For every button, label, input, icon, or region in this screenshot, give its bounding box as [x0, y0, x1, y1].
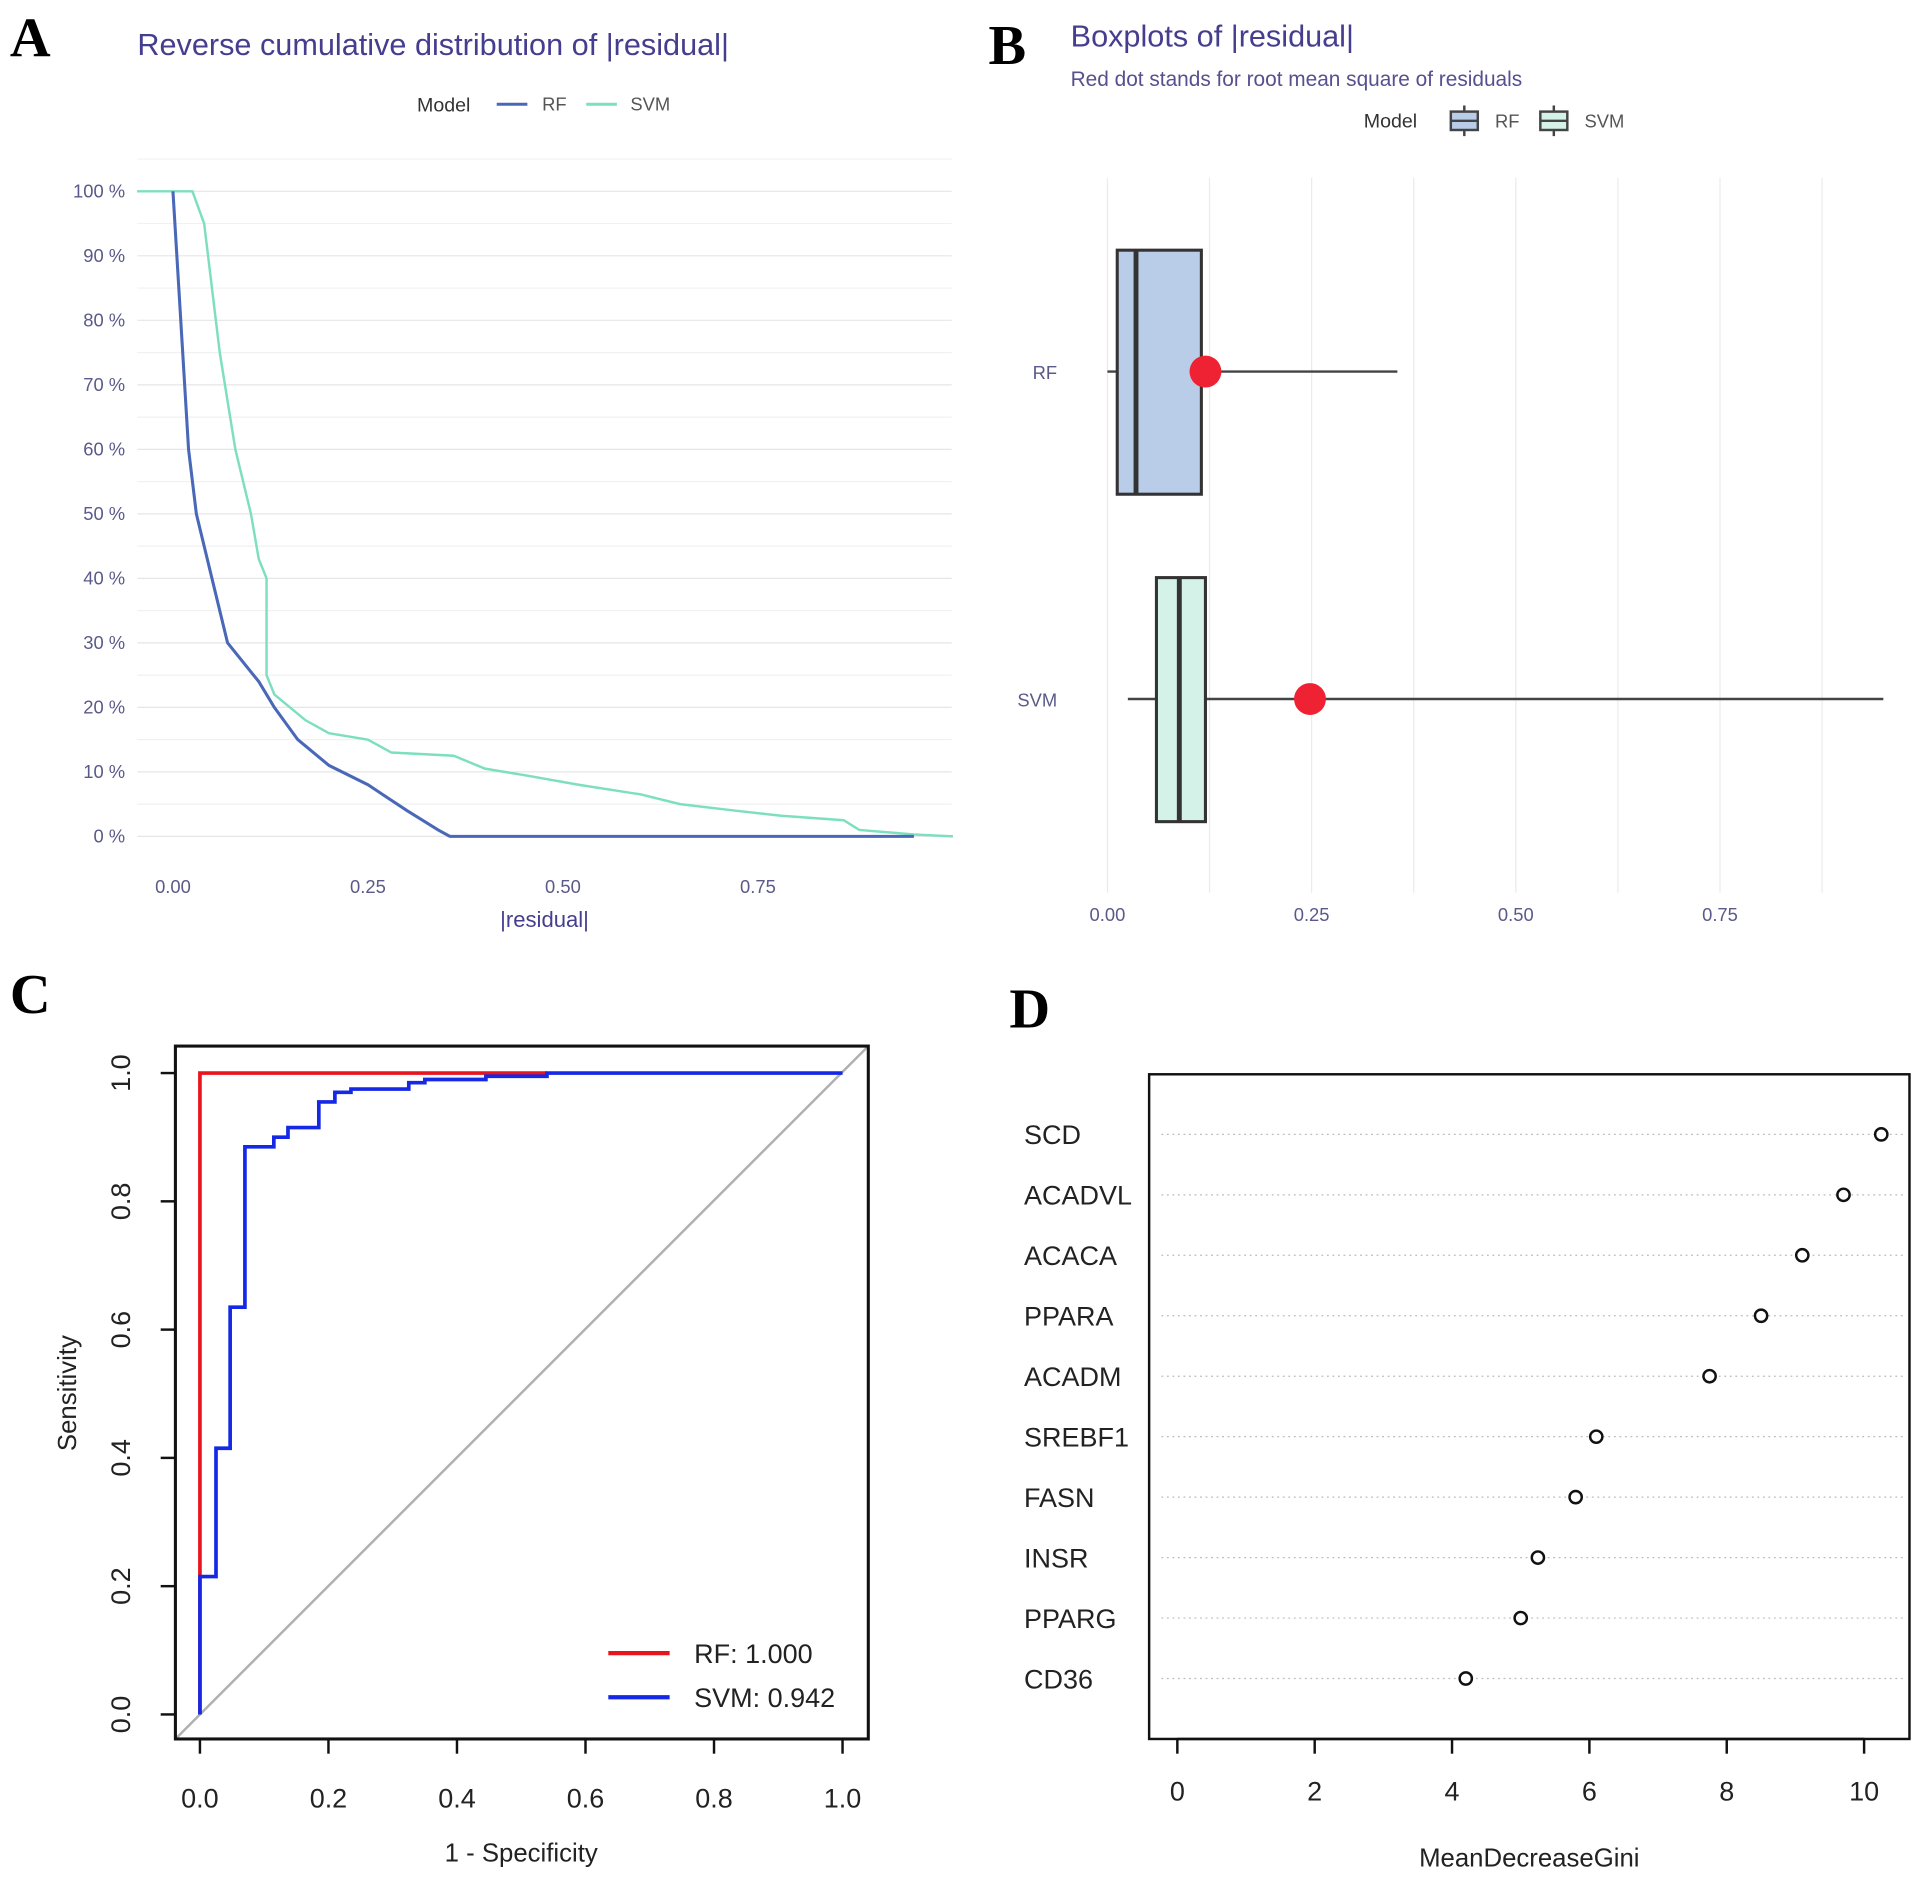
- panel-a-reverse-cdf: Reverse cumulative distribution of |resi…: [73, 28, 953, 932]
- box-rf: [1115, 248, 1203, 496]
- importance-point: [1588, 1429, 1604, 1445]
- panel-c-x-label: 1 - Specificity: [445, 1840, 598, 1868]
- x-tick-label: 0.00: [1090, 904, 1126, 925]
- panel-a-legend-title: Model: [417, 95, 470, 117]
- y-tick-label: 0 %: [93, 826, 125, 847]
- gene-label: ACACA: [1024, 1241, 1117, 1271]
- importance-point: [1702, 1368, 1717, 1384]
- x-tick-label: 0.6: [567, 1784, 605, 1814]
- panel-a-legend-svm: SVM: [630, 93, 670, 114]
- panel-b-legend-title: Model: [1364, 111, 1417, 133]
- panel-b-subtitle: Red dot stands for root mean square of r…: [1071, 68, 1523, 91]
- x-tick-label: 0.4: [438, 1784, 476, 1814]
- importance-point: [1873, 1127, 1889, 1142]
- panel-label-b: B: [988, 15, 1026, 77]
- panel-label-a: A: [10, 7, 51, 69]
- y-tick-label: 0.4: [106, 1439, 136, 1477]
- gene-label: SREBF1: [1024, 1422, 1129, 1452]
- x-tick-label: 0.25: [350, 876, 386, 897]
- x-tick-label: 0: [1170, 1776, 1185, 1806]
- x-tick-label: 8: [1719, 1776, 1734, 1806]
- x-tick-label: 0.50: [545, 876, 581, 897]
- y-tick-label: 0.8: [106, 1183, 136, 1221]
- y-tick-label: 1.0: [106, 1054, 136, 1092]
- panel-a-legend-rf: RF: [542, 93, 567, 114]
- plot-frame: [1147, 1073, 1911, 1741]
- y-tick-label: 40 %: [83, 567, 125, 588]
- y-tick-label: 90 %: [83, 245, 125, 266]
- x-tick-label: 0.00: [155, 876, 191, 897]
- panel-c-roc: 0.0 0.2 0.4 0.6 0.8 1.0 0.0 0.2 0.4 0.6 0.8 1.0 1 -…: [54, 1044, 870, 1868]
- y-tick-label: 10 %: [83, 761, 125, 782]
- x-tick-label: 0.75: [740, 876, 776, 897]
- roc-curve-rf: [198, 1071, 547, 1715]
- x-tick-label: 0.8: [695, 1784, 732, 1814]
- gene-label: SCD: [1024, 1120, 1081, 1150]
- gene-label: CD36: [1024, 1664, 1093, 1694]
- series-line-svm: [137, 190, 953, 838]
- panel-label-d: D: [1009, 979, 1050, 1041]
- y-tick-label: 50 %: [83, 503, 125, 524]
- panel-c-y-label: Sensitivity: [54, 1335, 82, 1451]
- y-tick-label: RF: [1033, 362, 1057, 383]
- y-tick-label: 20 %: [83, 696, 125, 717]
- rms-dot-svm: [1294, 683, 1326, 715]
- y-tick-label: 0.2: [106, 1567, 136, 1604]
- y-tick-label: 70 %: [83, 374, 125, 395]
- panel-a-title: Reverse cumulative distribution of |resi…: [137, 28, 729, 62]
- y-tick-label: 80 %: [83, 309, 125, 330]
- diagonal-reference-line: [174, 1045, 870, 1740]
- panel-c-legend-svm: SVM: 0.942: [694, 1683, 835, 1713]
- panel-d-x-label: MeanDecreaseGini: [1419, 1845, 1639, 1873]
- y-tick-label: 0.0: [106, 1696, 136, 1733]
- importance-point: [1513, 1610, 1529, 1626]
- importance-point: [1458, 1671, 1474, 1686]
- gene-label: PPARA: [1024, 1302, 1113, 1332]
- x-tick-label: 10: [1849, 1776, 1879, 1806]
- x-tick-label: 4: [1445, 1776, 1460, 1806]
- panel-a-x-label: |residual|: [500, 907, 589, 932]
- roc-curve-svm: [198, 1071, 843, 1715]
- x-tick-label: 2: [1307, 1776, 1322, 1806]
- x-tick-label: 6: [1582, 1776, 1597, 1806]
- panel-c-legend-rf: RF: 1.000: [694, 1639, 812, 1669]
- x-tick-label: 0.0: [181, 1784, 219, 1814]
- panel-b-legend-rf: RF: [1495, 111, 1520, 132]
- importance-point: [1568, 1489, 1584, 1505]
- x-tick-label: 0.75: [1702, 904, 1738, 925]
- panel-d-dotchart: SCD ACADVL ACACA PPARA ACADM SREBF1 FASN INSR PP…: [1024, 1073, 1911, 1873]
- x-tick-label: 0.25: [1294, 904, 1330, 925]
- panel-b-legend-svm: SVM: [1584, 111, 1624, 132]
- x-tick-label: 1.0: [824, 1784, 861, 1814]
- importance-point: [1794, 1247, 1810, 1263]
- y-tick-label: SVM: [1017, 689, 1057, 710]
- panel-b-boxplots: Boxplots of |residual| Red dot stands fo…: [1017, 20, 1884, 925]
- gene-label: INSR: [1024, 1543, 1088, 1573]
- series-line-rf: [171, 191, 914, 838]
- importance-point: [1530, 1550, 1546, 1565]
- x-tick-label: 0.50: [1498, 904, 1534, 925]
- panel-label-c: C: [10, 964, 51, 1026]
- gene-label: ACADVL: [1024, 1181, 1132, 1211]
- y-tick-label: 30 %: [83, 632, 125, 653]
- panel-b-title: Boxplots of |residual|: [1071, 20, 1354, 54]
- importance-point: [1753, 1308, 1769, 1324]
- gene-label: ACADM: [1024, 1362, 1121, 1392]
- gene-label: PPARG: [1024, 1604, 1116, 1634]
- gene-label: FASN: [1024, 1483, 1094, 1513]
- importance-point: [1836, 1187, 1851, 1203]
- y-tick-label: 0.6: [106, 1311, 136, 1348]
- x-tick-label: 0.2: [310, 1784, 348, 1814]
- rms-dot-rf: [1189, 355, 1222, 388]
- y-tick-label: 100 %: [73, 180, 125, 201]
- y-tick-label: 60 %: [83, 438, 125, 459]
